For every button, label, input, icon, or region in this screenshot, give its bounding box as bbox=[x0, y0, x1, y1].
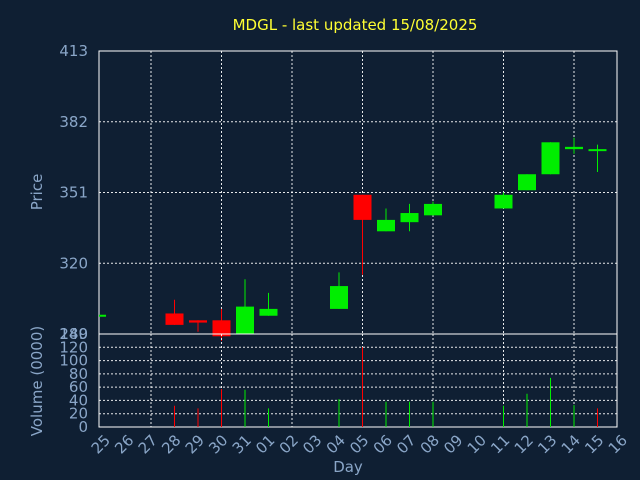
candlesticks bbox=[99, 137, 607, 341]
candle-07 bbox=[400, 203, 419, 232]
price-tick-label: 320 bbox=[59, 254, 88, 272]
x-tick-09: 09 bbox=[440, 431, 466, 457]
candle-body bbox=[189, 320, 207, 323]
volume-plot-frame bbox=[98, 333, 618, 428]
x-tick-13: 13 bbox=[534, 431, 560, 457]
candle-01 bbox=[259, 292, 278, 316]
x-tick-29: 29 bbox=[182, 431, 208, 457]
x-tick-02: 02 bbox=[276, 431, 302, 457]
price-tick-label: 289 bbox=[59, 325, 88, 343]
x-axis-label: Day bbox=[333, 458, 363, 476]
candle-30 bbox=[212, 308, 231, 341]
volume-tick-label: 140 bbox=[59, 325, 88, 343]
x-tick-31: 31 bbox=[229, 431, 255, 457]
x-tick-01: 01 bbox=[252, 431, 278, 457]
volume-axis-label: Volume (0000) bbox=[28, 326, 46, 436]
x-tick-28: 28 bbox=[158, 431, 184, 457]
price-tick-label: 413 bbox=[59, 42, 88, 60]
candle-04 bbox=[330, 272, 348, 309]
price-y-ticks: 413 382 351 320 289 bbox=[59, 42, 88, 343]
candle-body bbox=[377, 219, 395, 232]
volume-tick-label: 20 bbox=[69, 405, 88, 423]
price-grid bbox=[99, 51, 617, 334]
candle-body bbox=[212, 320, 231, 337]
volume-tick-label: 120 bbox=[59, 338, 88, 356]
candle-12 bbox=[518, 174, 536, 191]
candle-body bbox=[588, 149, 607, 152]
x-tick-labels: 2526272829303101020304050607080910111213… bbox=[88, 431, 631, 457]
x-tick-27: 27 bbox=[135, 431, 161, 457]
candle-13 bbox=[541, 142, 560, 175]
x-tick-06: 06 bbox=[370, 431, 396, 457]
x-tick-12: 12 bbox=[511, 431, 537, 457]
candle-15 bbox=[588, 144, 607, 172]
candle-body bbox=[424, 203, 442, 216]
candle-body bbox=[165, 313, 184, 325]
x-tick-16: 16 bbox=[605, 431, 631, 457]
candle-14 bbox=[565, 137, 583, 154]
x-tick-10: 10 bbox=[464, 431, 490, 457]
candle-11 bbox=[494, 192, 513, 209]
candle-31 bbox=[236, 279, 254, 334]
candle-05 bbox=[353, 194, 372, 275]
volume-tick-label: 100 bbox=[59, 352, 88, 370]
volume-tick-label: 0 bbox=[78, 418, 88, 436]
candle-body bbox=[330, 286, 348, 309]
candle-body bbox=[259, 308, 278, 316]
candle-body bbox=[565, 146, 583, 150]
candle-body bbox=[353, 194, 372, 220]
volume-tick-label: 60 bbox=[69, 378, 88, 396]
x-tick-03: 03 bbox=[299, 431, 325, 457]
chart-title: MDGL - last updated 15/08/2025 bbox=[233, 16, 478, 34]
price-panel: 413 382 351 320 289 Price bbox=[28, 42, 618, 343]
candle-body bbox=[518, 174, 536, 191]
candle-body bbox=[236, 306, 254, 334]
x-tick-25: 25 bbox=[88, 431, 114, 457]
x-tick-08: 08 bbox=[417, 431, 443, 457]
x-tick-14: 14 bbox=[558, 431, 584, 457]
price-tick-label: 382 bbox=[59, 113, 88, 131]
x-tick-05: 05 bbox=[346, 431, 372, 457]
x-tick-04: 04 bbox=[323, 431, 349, 457]
volume-tick-label: 40 bbox=[69, 391, 88, 409]
candle-29 bbox=[189, 320, 207, 332]
candle-body bbox=[541, 142, 560, 175]
x-tick-11: 11 bbox=[487, 431, 513, 457]
x-tick-15: 15 bbox=[581, 431, 607, 457]
candle-08 bbox=[424, 201, 442, 216]
candle-06 bbox=[377, 208, 395, 232]
volume-tick-label: 80 bbox=[69, 365, 88, 383]
candle-28 bbox=[165, 299, 184, 325]
volume-grid bbox=[99, 334, 617, 427]
price-tick-label: 351 bbox=[59, 184, 88, 202]
x-tick-26: 26 bbox=[111, 431, 137, 457]
volume-bars bbox=[174, 347, 598, 427]
candle-body bbox=[400, 213, 419, 223]
price-axis-label: Price bbox=[28, 174, 46, 211]
candle-body bbox=[494, 194, 513, 209]
x-tick-30: 30 bbox=[205, 431, 231, 457]
x-tick-07: 07 bbox=[393, 431, 419, 457]
